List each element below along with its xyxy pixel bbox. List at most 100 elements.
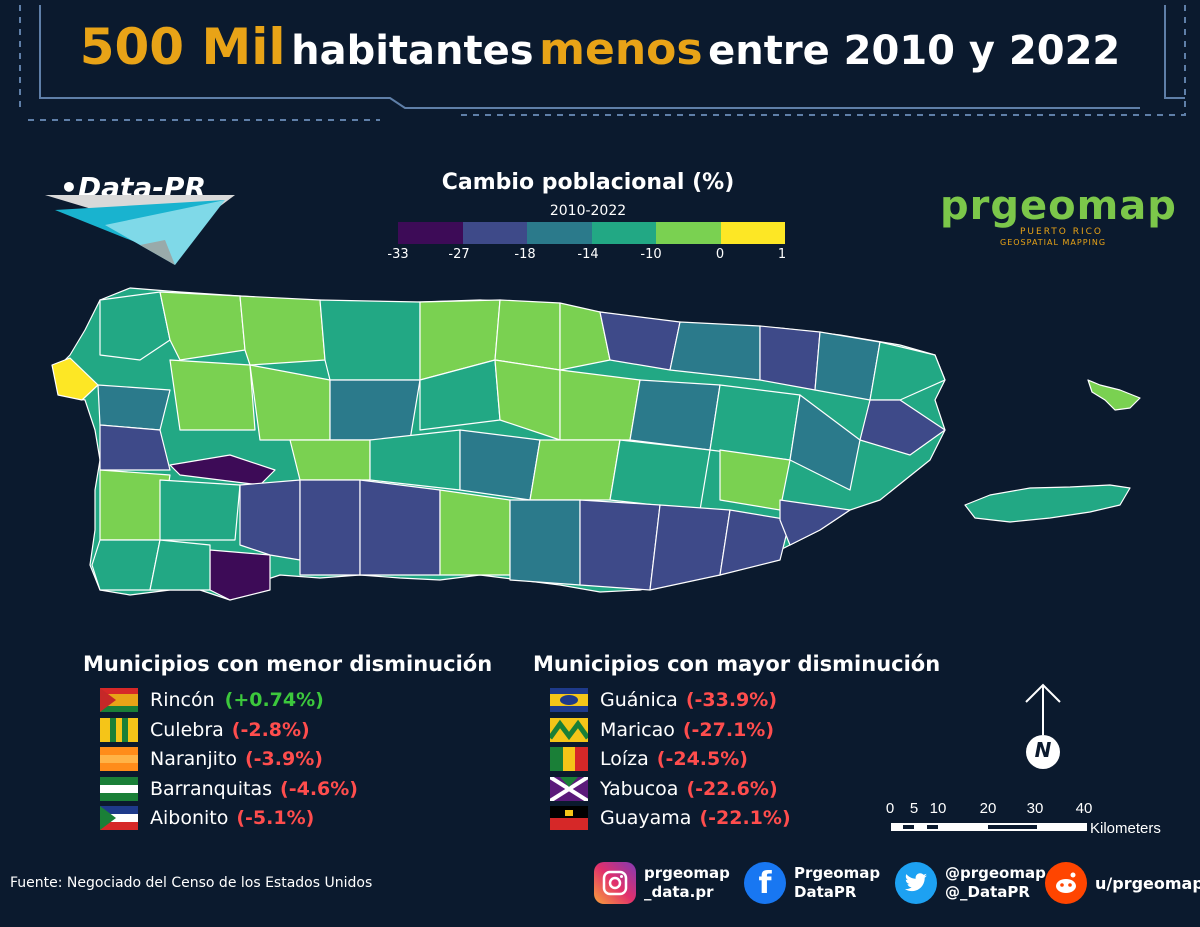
municipio-value: (-33.9%) [685, 689, 777, 711]
scale-tick: 5 [909, 800, 919, 817]
region-yauco [239, 479, 301, 561]
social-facebook[interactable]: f Prgeomap DataPR [744, 862, 880, 904]
region-vega [494, 299, 561, 371]
title-frame [19, 5, 1186, 121]
region-northwest [99, 291, 171, 361]
flag-icon [100, 776, 138, 801]
municipio-name: Rincón [150, 689, 215, 711]
datapr-logo: •Data-PR [45, 165, 245, 270]
social-instagram[interactable]: prgeomap _data.pr [594, 862, 730, 904]
region-caguas [629, 379, 721, 451]
region-fajardo [869, 341, 946, 401]
list-item: Loíza (-24.5%) [550, 747, 748, 771]
municipio-name: Naranjito [150, 748, 237, 770]
region-vieques [964, 484, 1131, 523]
flag-icon [100, 806, 138, 830]
municipio-name: Guayama [600, 807, 692, 829]
region-arroyo [649, 504, 731, 591]
region-lares [169, 359, 256, 431]
prgeomap-text: prgeomap [940, 183, 1177, 229]
municipio-value: (-3.9%) [244, 748, 323, 770]
municipio-value: (-2.8%) [231, 718, 310, 741]
list-item: Barranquitas (-4.6%) [100, 776, 358, 801]
region-maricao [169, 454, 276, 486]
scale-unit: Kilometers [1090, 820, 1161, 837]
reddit-line1: u/prgeomap [1095, 873, 1200, 893]
scale-bar: 0 5 10 20 30 40 Kilometers [880, 800, 1180, 840]
region-camuy [239, 295, 326, 366]
region-mayaguez-north [97, 384, 171, 431]
municipio-name: Aibonito [150, 807, 229, 829]
municipio-value: (-22.6%) [686, 777, 778, 800]
region-guayama [579, 499, 661, 591]
municipio-name: Yabucoa [600, 777, 679, 800]
paper-plane-icon [45, 195, 235, 265]
region-isabela [159, 291, 246, 361]
flag-icon [100, 717, 138, 742]
flag-icon [550, 747, 588, 771]
instagram-line1: prgeomap [644, 864, 730, 882]
north-arrow-icon [1025, 683, 1061, 769]
legend-tick: -27 [448, 247, 470, 262]
flag-icon [550, 776, 588, 801]
social-twitter[interactable]: @prgeomap @_DataPR [895, 862, 1046, 904]
region-riogrande [814, 331, 881, 401]
list-item: Culebra (-2.8%) [100, 717, 310, 742]
flag-icon [100, 688, 138, 712]
region-naguabo [789, 394, 861, 491]
source-note: Fuente: Negociado del Censo de los Estad… [10, 875, 373, 891]
scale-tick: 40 [1075, 800, 1093, 817]
twitter-icon [895, 862, 937, 904]
reddit-icon [1045, 862, 1087, 904]
twitter-line2: @_DataPR [945, 883, 1030, 901]
list-item: Aibonito (-5.1%) [100, 806, 314, 830]
municipio-value: (-22.1%) [699, 807, 791, 829]
municipio-name: Loíza [600, 748, 649, 770]
list-item: Maricao (-27.1%) [550, 717, 774, 742]
legend-swatch [398, 222, 463, 244]
instagram-icon [594, 862, 636, 904]
social-reddit[interactable]: u/prgeomap [1045, 862, 1200, 904]
region-barranquitas [459, 429, 541, 501]
north-label: N [1034, 738, 1052, 762]
municipio-value: (+0.74%) [224, 689, 324, 711]
menor-heading: Municipios con menor disminución [83, 652, 493, 676]
region-orocovis [369, 429, 461, 491]
prgeomap-sub2: GEOSPATIAL MAPPING [1000, 238, 1107, 247]
region-guayanilla [299, 479, 361, 576]
scale-tick: 0 [885, 800, 895, 817]
region-lajas [149, 539, 211, 591]
municipio-name: Guánica [600, 689, 678, 711]
list-item: Yabucoa (-22.6%) [550, 776, 778, 801]
region-carolina [669, 321, 761, 381]
region-maricao-west [99, 424, 171, 471]
legend-tick: 1 [777, 247, 787, 262]
region-guanica [209, 549, 271, 601]
list-item: Guánica (-33.9%) [550, 688, 777, 712]
municipio-name: Culebra [150, 718, 224, 741]
municipio-name: Maricao [600, 718, 675, 741]
region-cayey [609, 439, 711, 511]
region-culebra [1087, 379, 1141, 411]
flag-icon [550, 688, 588, 712]
region-rincon [51, 357, 99, 401]
scale-tick: 30 [1026, 800, 1044, 817]
legend-swatch [656, 222, 721, 244]
region-arecibo [319, 299, 421, 381]
region-yabucoa [779, 499, 851, 546]
legend-tick: -18 [514, 247, 536, 262]
prgeomap-sub1: PUERTO RICO [1020, 227, 1104, 237]
title-part1: 500 Mil [79, 18, 286, 76]
region-salinas [509, 499, 581, 586]
title-part4: entre 2010 y 2022 [708, 28, 1121, 74]
legend-tick: 0 [715, 247, 725, 262]
region-ponce [359, 479, 441, 576]
municipio-value: (-5.1%) [236, 807, 315, 829]
legend-subtitle: 2010-2022 [549, 203, 627, 219]
title-part2: habitantes [291, 28, 534, 74]
prgeomap-logo: prgeomap PUERTO RICO GEOSPATIAL MAPPING [940, 183, 1177, 253]
list-item: Rincón (+0.74%) [100, 688, 324, 712]
flag-icon [100, 747, 138, 771]
municipio-value: (-24.5%) [656, 748, 748, 770]
region-aibonito [529, 439, 621, 501]
